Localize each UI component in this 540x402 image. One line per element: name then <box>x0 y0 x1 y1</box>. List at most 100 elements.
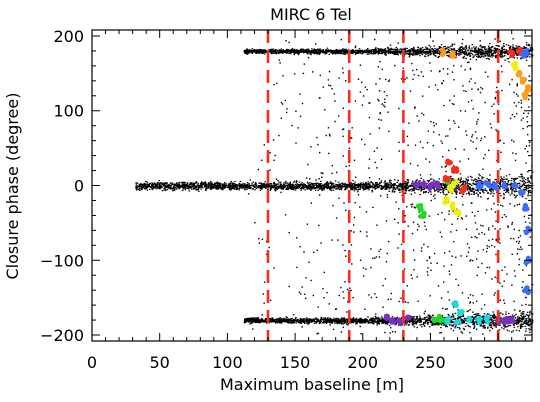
band-point <box>426 47 428 49</box>
scatter-point <box>384 98 386 100</box>
band-point <box>201 183 204 185</box>
scatter-point <box>438 134 440 136</box>
band-point <box>300 50 302 52</box>
band-point <box>318 52 320 54</box>
band-point <box>423 188 425 190</box>
band-point <box>317 48 319 50</box>
band-point <box>316 52 319 54</box>
scatter-point <box>258 238 260 240</box>
band-point <box>336 52 338 54</box>
band-point <box>318 184 320 186</box>
band-point <box>416 188 418 190</box>
band-point <box>301 51 303 53</box>
scatter-point <box>437 89 439 91</box>
scatter-point <box>328 133 331 136</box>
band-point <box>404 183 407 185</box>
band-point <box>368 184 371 186</box>
band-point <box>193 187 195 189</box>
scatter-point <box>338 77 340 79</box>
band-point <box>312 185 315 187</box>
band-point <box>223 187 226 189</box>
band-point <box>259 186 261 188</box>
scatter-point <box>461 46 463 48</box>
band-point <box>282 51 284 53</box>
scatter-point <box>453 103 455 106</box>
scatter-point <box>504 266 506 268</box>
band-point <box>186 183 188 185</box>
band-point <box>392 189 395 191</box>
band-point <box>504 178 506 180</box>
band-point <box>279 187 281 189</box>
band-point <box>396 49 398 51</box>
band-point <box>511 189 514 191</box>
band-point <box>417 51 419 53</box>
band-point <box>371 189 373 191</box>
band-point <box>261 49 263 51</box>
scatter-point <box>527 133 529 136</box>
band-point <box>469 52 471 54</box>
band-point <box>315 50 318 52</box>
band-point <box>489 188 491 190</box>
band-point <box>518 45 520 47</box>
scatter-point <box>413 54 415 56</box>
band-point <box>406 47 408 50</box>
band-point <box>346 187 348 189</box>
scatter-point <box>440 297 443 299</box>
scatter-point <box>413 269 415 271</box>
band-point <box>406 179 408 181</box>
scatter-point <box>454 148 457 150</box>
band-point <box>276 188 279 190</box>
band-point <box>310 187 313 189</box>
band-point <box>527 43 530 45</box>
band-point <box>460 177 463 179</box>
band-point <box>474 50 477 52</box>
band-point <box>450 177 452 180</box>
band-point <box>330 189 332 192</box>
band-point <box>368 186 370 188</box>
band-point <box>390 187 392 189</box>
scatter-point <box>530 47 532 49</box>
band-point <box>220 184 223 186</box>
scatter-point <box>398 208 400 210</box>
scatter-point <box>349 287 351 289</box>
scatter-point <box>286 108 288 110</box>
scatter-point <box>357 191 359 193</box>
scatter-point <box>304 297 307 300</box>
scatter-point <box>303 293 306 295</box>
band-point <box>516 194 518 196</box>
band-point <box>434 190 436 192</box>
band-point <box>413 189 415 191</box>
scatter-point <box>346 288 349 291</box>
scatter-point <box>484 136 486 138</box>
scatter-point <box>463 90 465 92</box>
band-point <box>330 50 332 52</box>
scatter-point <box>374 161 376 164</box>
band-point <box>470 49 473 51</box>
band-point <box>401 50 403 52</box>
scatter-point <box>476 50 478 53</box>
scatter-point <box>329 135 331 137</box>
band-point <box>338 188 341 191</box>
band-point <box>259 185 261 187</box>
band-point <box>292 184 294 186</box>
scatter-point <box>265 240 268 243</box>
band-point <box>177 184 180 186</box>
band-point <box>275 186 278 188</box>
band-point <box>505 50 508 52</box>
band-point <box>309 188 311 190</box>
scatter-point <box>378 100 380 102</box>
band-point <box>351 183 354 185</box>
band-point <box>493 47 496 49</box>
scatter-point <box>521 304 523 306</box>
band-point <box>436 51 439 53</box>
band-point <box>510 185 512 187</box>
scatter-point <box>492 195 494 197</box>
band-point <box>478 177 480 180</box>
band-point <box>373 50 375 52</box>
scatter-point <box>441 212 443 214</box>
band-point <box>418 51 420 53</box>
band-point <box>274 189 276 191</box>
band-point <box>359 50 361 52</box>
band-point <box>272 51 274 53</box>
band-point <box>201 181 203 183</box>
